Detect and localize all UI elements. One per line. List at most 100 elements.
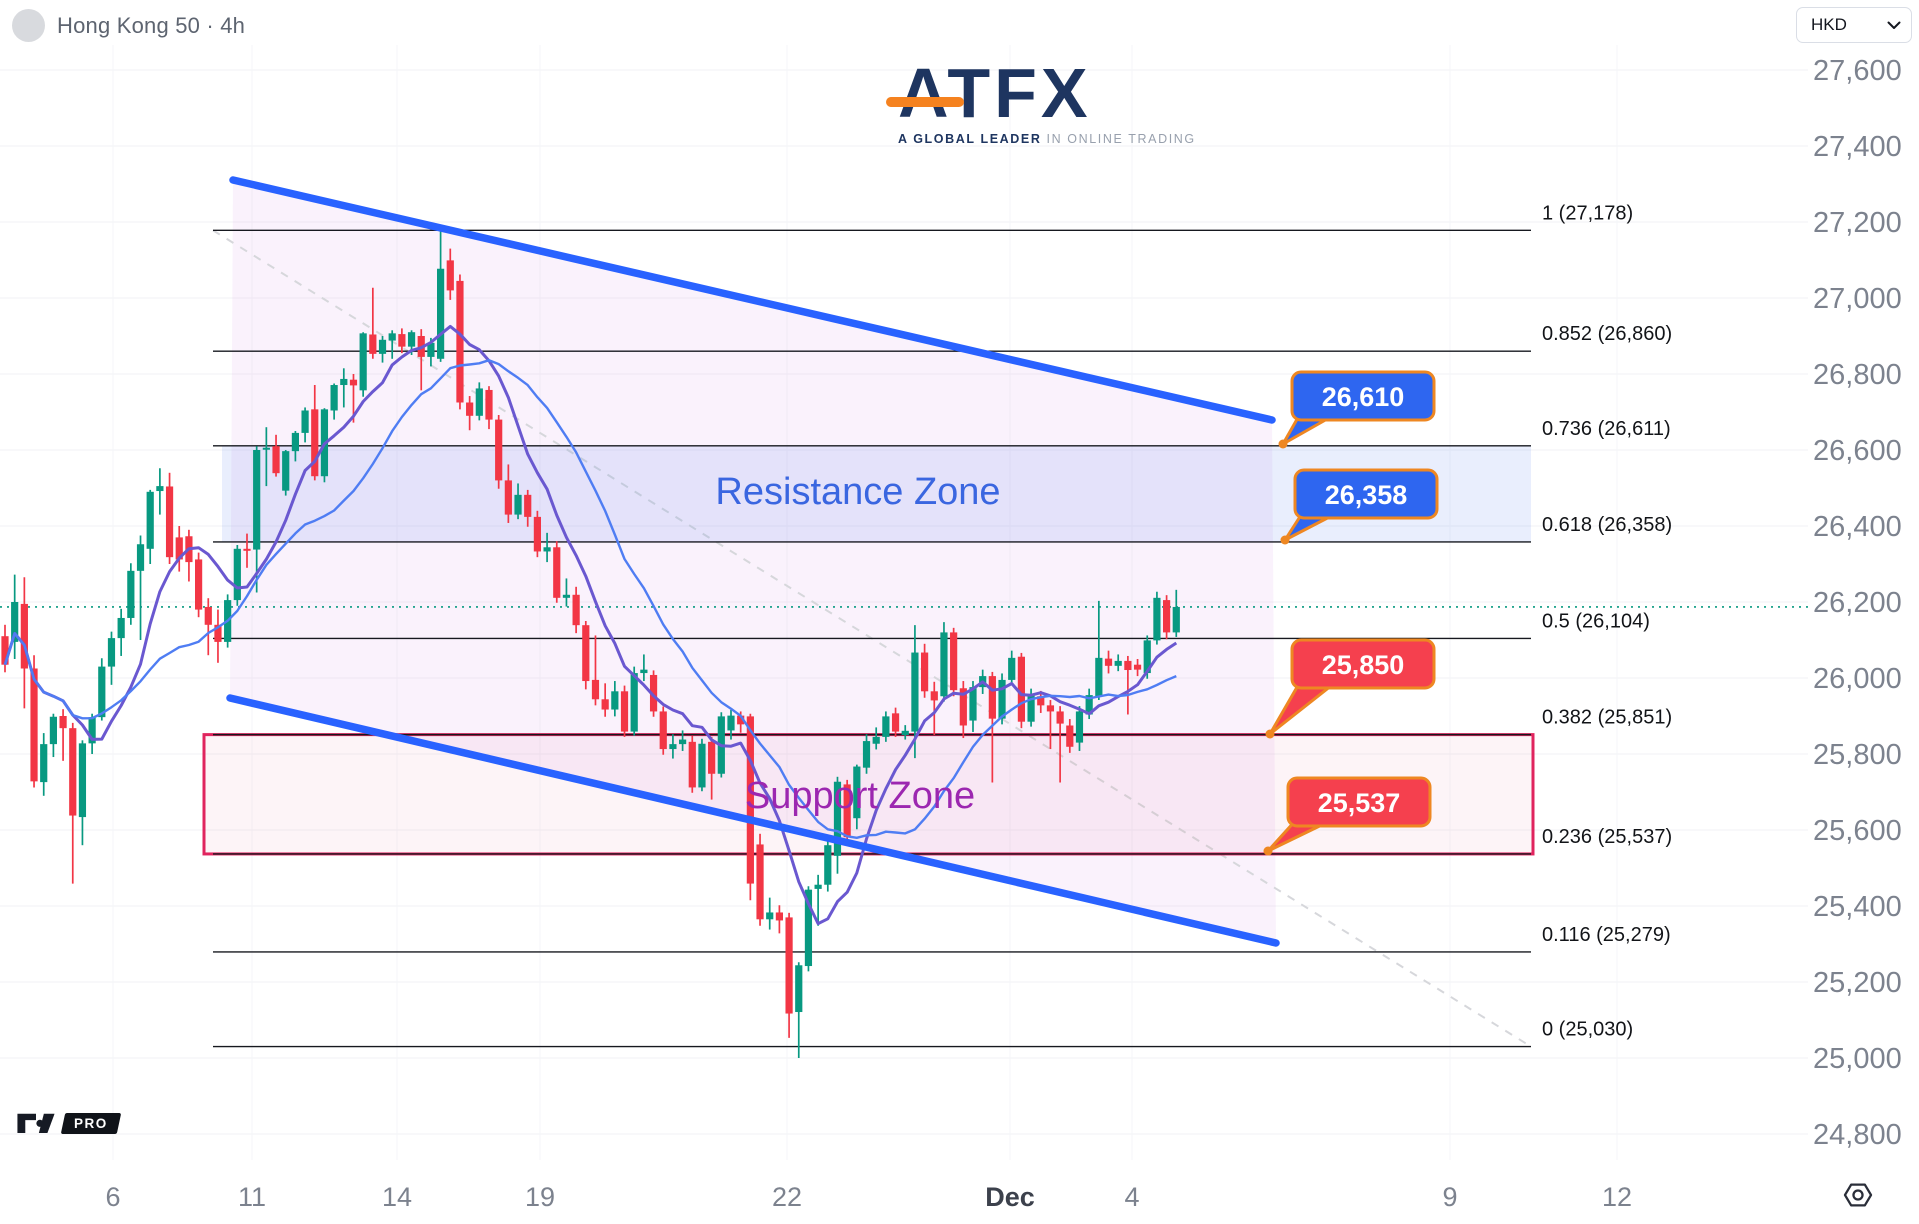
candle: [882, 716, 890, 737]
y-axis-label: 25,400: [1813, 891, 1902, 923]
fib-level-label: 0.116 (25,279): [1542, 924, 1671, 946]
candle: [378, 339, 387, 354]
atfx-tagline: A GLOBAL LEADER IN ONLINE TRADING: [898, 132, 1196, 146]
channel-fill: [230, 180, 1276, 943]
callout-anchor-dot: [1263, 846, 1273, 856]
candle: [475, 388, 483, 416]
candle: [59, 716, 67, 729]
x-axis-label: 6: [105, 1182, 120, 1212]
fib-level-label: 0.5 (26,104): [1542, 610, 1650, 632]
candle: [688, 741, 696, 788]
candle: [804, 889, 813, 967]
candle: [1114, 660, 1122, 666]
fib-level-label: 0.852 (26,860): [1542, 323, 1672, 345]
candle: [1133, 664, 1142, 670]
candle: [988, 676, 996, 719]
candle: [175, 537, 183, 560]
candle: [1066, 725, 1074, 747]
candle: [369, 334, 377, 354]
candle: [88, 717, 96, 744]
zone-label: Support Zone: [745, 775, 975, 817]
candle: [195, 559, 203, 610]
candle: [20, 603, 28, 669]
candle: [833, 781, 842, 856]
candle: [214, 624, 222, 642]
currency-value: HKD: [1811, 15, 1847, 34]
callout-tail[interactable]: [1268, 680, 1338, 736]
candle: [1008, 657, 1016, 680]
y-axis-label: 27,600: [1813, 55, 1902, 87]
candle: [456, 280, 464, 403]
callout-anchor-dot: [1280, 535, 1290, 545]
candle: [659, 711, 667, 750]
price-callout[interactable]: [1293, 468, 1439, 520]
candle: [98, 666, 106, 718]
candle: [282, 451, 290, 491]
symbol-header[interactable]: Hong Kong 50 · 4h: [12, 9, 245, 42]
symbol-logo-placeholder-icon: [12, 9, 45, 42]
atfx-watermark: ATFX A GLOBAL LEADER IN ONLINE TRADING: [886, 58, 1196, 146]
candle: [156, 486, 164, 492]
candle: [921, 652, 929, 692]
candle: [330, 385, 338, 411]
candle: [446, 260, 454, 291]
candle: [272, 446, 280, 474]
candle: [611, 691, 619, 710]
callout-anchor-dot: [1278, 439, 1288, 449]
candle: [340, 378, 348, 386]
y-axis-label: 27,000: [1813, 283, 1902, 315]
atfx-logo-bar: [886, 97, 964, 107]
zone-label: Resistance Zone: [715, 471, 1000, 513]
y-axis-label: 27,400: [1813, 131, 1902, 163]
candle: [524, 494, 532, 517]
candle: [708, 741, 716, 774]
currency-dropdown[interactable]: HKD: [1796, 7, 1912, 43]
price-callout[interactable]: [1286, 776, 1432, 828]
candle: [679, 739, 687, 745]
fib-level-label: 0.736 (26,611): [1542, 418, 1671, 440]
candle: [107, 638, 116, 667]
trendline[interactable]: [229, 176, 1276, 424]
price-callout[interactable]: [1290, 638, 1436, 690]
tradingview-pro-badge[interactable]: PRO: [16, 1110, 121, 1136]
y-axis-label: 25,000: [1813, 1043, 1902, 1075]
candle: [11, 602, 19, 642]
candle: [359, 333, 367, 391]
x-axis-label: 11: [238, 1182, 266, 1212]
x-axis-label: 4: [1124, 1182, 1139, 1212]
candle: [543, 547, 551, 552]
x-axis-label: 22: [772, 1182, 802, 1212]
candle: [146, 491, 154, 549]
candle: [1, 636, 9, 665]
y-axis-label: 25,200: [1813, 967, 1902, 999]
candle: [891, 713, 900, 732]
candle: [1104, 658, 1113, 666]
candle: [630, 673, 638, 732]
candle: [262, 447, 270, 450]
candle: [775, 912, 783, 921]
candle: [640, 669, 648, 674]
candle: [1017, 656, 1025, 722]
candle: [1095, 657, 1103, 697]
chart-settings-icon[interactable]: [1841, 1178, 1875, 1217]
price-callout-value: 26,358: [1325, 480, 1408, 510]
trendline[interactable]: [226, 694, 1280, 947]
candle: [553, 547, 561, 598]
candle: [795, 965, 803, 1013]
atfx-logo: ATFX: [886, 58, 1092, 128]
candle: [1085, 695, 1093, 715]
x-axis-label: 14: [382, 1182, 412, 1212]
candle: [814, 884, 822, 889]
candle: [591, 679, 600, 700]
candle: [766, 912, 774, 920]
candle: [601, 699, 609, 710]
candle: [253, 450, 261, 550]
moving-average-line: [3, 324, 1178, 926]
candle: [533, 516, 541, 552]
price-callout[interactable]: [1290, 370, 1436, 422]
price-callout-value: 26,610: [1322, 382, 1405, 412]
candle: [1143, 640, 1151, 674]
candle: [485, 389, 493, 420]
